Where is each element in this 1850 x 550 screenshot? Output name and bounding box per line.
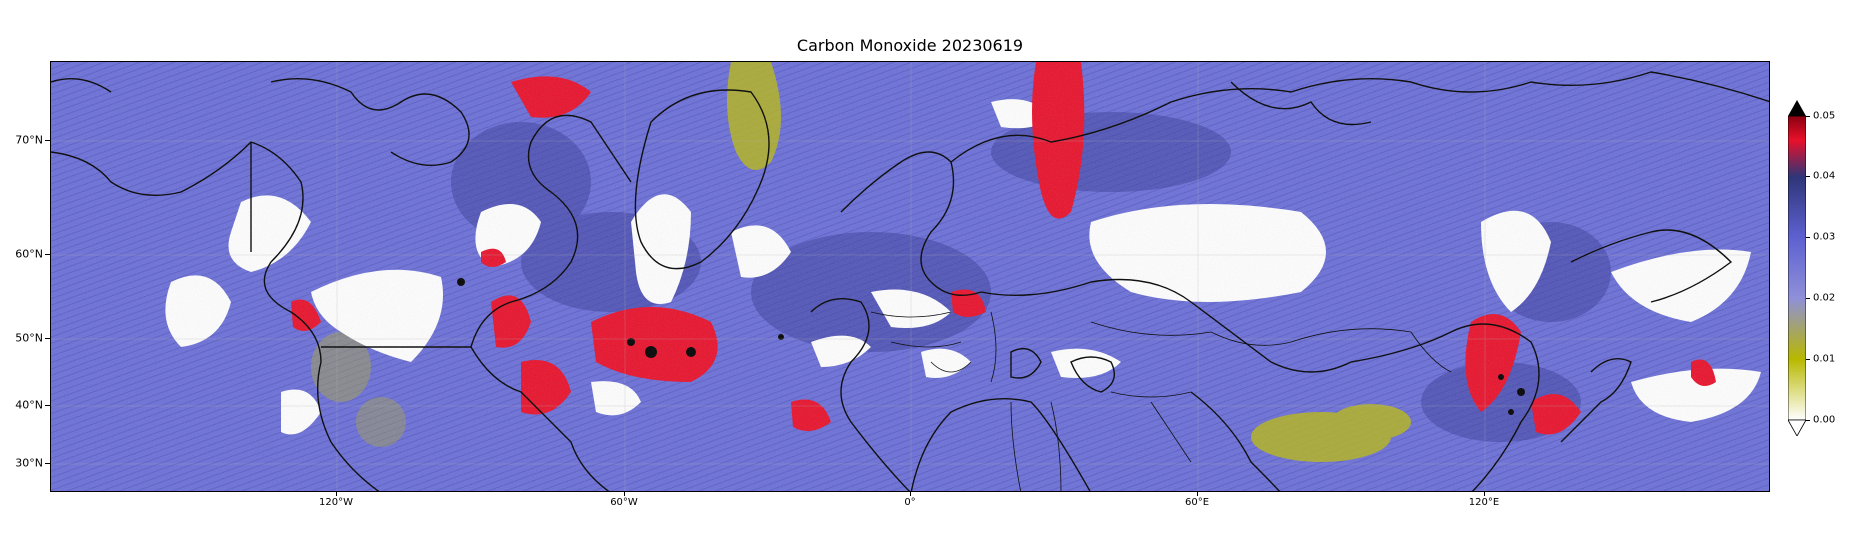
lon-tick <box>1484 492 1485 496</box>
lon-tick <box>910 492 911 496</box>
lon-tick <box>624 492 625 496</box>
lat-label-40n: 40°N <box>15 398 43 412</box>
colorbar-tick <box>1806 359 1810 360</box>
colorbar-label-5: 0.05 <box>1813 110 1836 122</box>
lon-label-0: 0° <box>904 497 916 508</box>
lat-label-70n: 70°N <box>15 133 43 147</box>
map-title: Carbon Monoxide 20230619 <box>796 36 1024 55</box>
colorbar-tick <box>1806 176 1810 177</box>
colorbar <box>1788 100 1806 436</box>
lat-tick <box>45 338 50 339</box>
coastlines <box>51 71 1769 491</box>
lon-tick <box>1197 492 1198 496</box>
low-co-regions <box>311 62 1411 462</box>
colorbar-tick <box>1806 298 1810 299</box>
colorbar-extend-min <box>1788 419 1806 436</box>
lon-label-120e: 120°E <box>1468 497 1500 508</box>
no-data-regions <box>165 99 1761 435</box>
colorbar-tick <box>1806 116 1810 117</box>
colorbar-tick <box>1806 420 1810 421</box>
country-borders <box>870 311 1452 491</box>
colorbar-gradient <box>1788 115 1806 421</box>
peak-co-spots <box>457 278 1525 415</box>
lat-label-30n: 30°N <box>15 456 43 470</box>
lat-tick <box>45 140 50 141</box>
colorbar-label-4: 0.04 <box>1813 170 1836 182</box>
high-co-regions <box>291 62 1716 435</box>
colorbar-label-1: 0.01 <box>1813 353 1836 365</box>
lat-label-60n: 60°N <box>15 247 43 261</box>
lat-tick <box>45 463 50 464</box>
lat-tick <box>45 254 50 255</box>
colorbar-label-2: 0.02 <box>1813 292 1836 304</box>
graticule <box>51 62 1769 491</box>
lon-tick <box>336 492 337 496</box>
co-concentration-map[interactable] <box>50 61 1770 492</box>
map-canvas <box>51 62 1769 491</box>
lon-label-60e: 60°E <box>1184 497 1210 508</box>
lat-label-50n: 50°N <box>15 331 43 345</box>
lon-label-60w: 60°W <box>610 497 638 508</box>
lon-label-120w: 120°W <box>319 497 353 508</box>
colorbar-extend-max <box>1788 100 1806 116</box>
colorbar-tick <box>1806 237 1810 238</box>
lat-tick <box>45 405 50 406</box>
colorbar-label-3: 0.03 <box>1813 231 1836 243</box>
colorbar-label-0: 0.00 <box>1813 414 1836 426</box>
